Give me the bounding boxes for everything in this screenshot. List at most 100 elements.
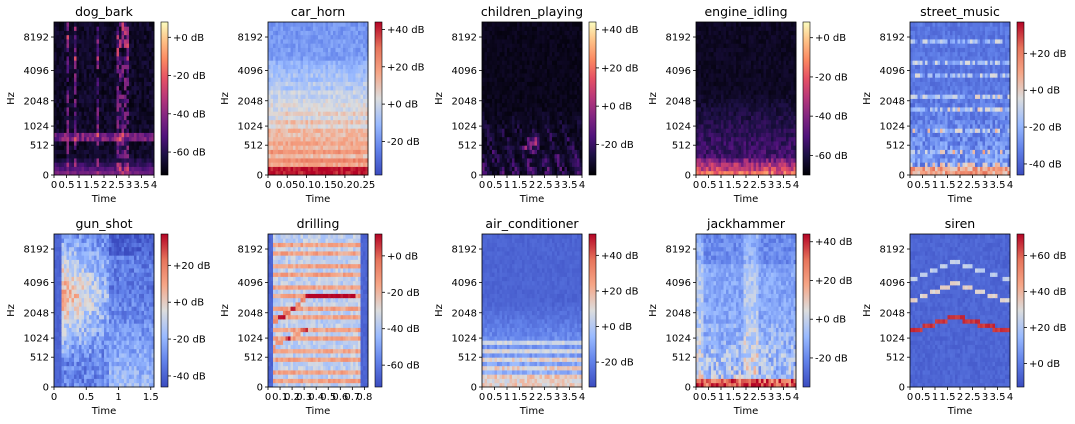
heatmap-cell — [66, 39, 70, 44]
heatmap-cell — [529, 81, 533, 87]
heatmap-cell — [86, 51, 90, 57]
heatmap-cell — [569, 22, 573, 27]
heatmap-cell — [736, 153, 739, 159]
heatmap-cell — [318, 30, 321, 36]
heatmap-cell — [564, 81, 568, 87]
heatmap-cell — [310, 60, 314, 65]
heatmap-cell — [494, 64, 498, 70]
heatmap-cell — [278, 145, 281, 150]
heatmap-cell — [577, 98, 580, 104]
heatmap-cell — [96, 64, 100, 70]
heatmap-cell — [572, 81, 575, 87]
heatmap-cell — [731, 141, 734, 146]
heatmap-cell — [512, 68, 515, 74]
heatmap-cell — [288, 107, 291, 112]
heatmap-cell — [116, 68, 120, 74]
heatmap-cell — [305, 47, 309, 53]
heatmap-cell — [56, 153, 60, 159]
heatmap-cell — [726, 124, 729, 129]
heatmap-cell — [716, 162, 719, 167]
heatmap-cell — [564, 158, 568, 163]
heatmap-cell — [293, 39, 296, 44]
heatmap-cell — [330, 145, 334, 150]
heatmap-cell — [696, 149, 699, 155]
heatmap-cell — [318, 56, 321, 61]
heatmap-cell — [756, 153, 759, 159]
heatmap-cell — [562, 77, 565, 82]
heatmap-cell — [519, 115, 523, 121]
heatmap-cell — [149, 56, 152, 61]
heatmap-cell — [768, 145, 772, 150]
heatmap-cell — [517, 102, 520, 108]
heatmap-cell — [335, 47, 339, 53]
heatmap-cell — [126, 51, 130, 57]
heatmap-cell — [706, 166, 709, 172]
heatmap-cell — [487, 39, 490, 44]
heatmap-cell — [557, 64, 560, 70]
heatmap-cell — [353, 136, 356, 142]
heatmap-cell — [547, 51, 550, 57]
heatmap-cell — [343, 158, 346, 163]
y-tick-label: 4096 — [452, 66, 477, 77]
heatmap-cell — [542, 119, 545, 125]
heatmap-cell — [355, 145, 359, 150]
heatmap-cell — [519, 60, 523, 65]
heatmap-cell — [482, 141, 485, 146]
heatmap-cell — [751, 136, 754, 142]
heatmap-cell — [96, 98, 100, 104]
heatmap-cell — [56, 68, 60, 74]
heatmap-cell — [146, 60, 150, 65]
heatmap-cell — [305, 60, 309, 65]
heatmap-cell — [713, 145, 717, 150]
heatmap-cell — [335, 128, 339, 133]
heatmap-cell — [89, 145, 92, 150]
heatmap-cell — [275, 107, 279, 112]
heatmap-cell — [149, 51, 152, 57]
heatmap-cell — [151, 77, 155, 82]
heatmap-cell — [512, 132, 515, 138]
heatmap-cell — [572, 73, 575, 78]
heatmap-cell — [492, 56, 495, 61]
heatmap-cell — [64, 47, 67, 53]
heatmap-cell — [542, 60, 545, 65]
heatmap-cell — [544, 90, 548, 95]
heatmap-cell — [144, 132, 147, 138]
heatmap-cell — [71, 124, 75, 129]
heatmap-cell — [141, 119, 145, 125]
heatmap-cell — [275, 81, 279, 87]
heatmap-cell — [542, 43, 545, 48]
heatmap-cell — [94, 56, 97, 61]
heatmap-cell — [340, 22, 344, 27]
heatmap-cell — [567, 43, 570, 48]
heatmap-cell — [793, 141, 797, 146]
heatmap-cell — [89, 43, 92, 48]
heatmap-cell — [310, 81, 314, 87]
heatmap-cell — [288, 26, 291, 31]
heatmap-cell — [519, 64, 523, 70]
heatmap-cell — [144, 43, 147, 48]
heatmap-cell — [335, 136, 339, 142]
heatmap-cell — [56, 107, 60, 112]
heatmap-cell — [504, 124, 508, 129]
heatmap-cell — [512, 39, 515, 44]
heatmap-cell — [696, 162, 699, 167]
heatmap-cell — [136, 94, 140, 99]
y-tick-label: 0 — [257, 171, 263, 182]
heatmap-cell — [554, 43, 558, 48]
heatmap-cell — [119, 119, 122, 125]
heatmap-cell — [532, 26, 535, 31]
heatmap-cell — [64, 85, 67, 91]
heatmap-cell — [552, 81, 555, 87]
heatmap-cell — [554, 85, 558, 91]
heatmap-cell — [716, 119, 719, 125]
heatmap-cell — [91, 43, 95, 48]
heatmap-cell — [512, 102, 515, 108]
heatmap-cell — [348, 60, 351, 65]
heatmap-cell — [360, 77, 364, 82]
heatmap-cell — [69, 141, 72, 146]
heatmap-cell — [557, 51, 560, 57]
heatmap-cell — [786, 162, 789, 167]
heatmap-cell — [310, 145, 314, 150]
heatmap-cell — [121, 153, 125, 159]
heatmap-cell — [318, 102, 321, 108]
